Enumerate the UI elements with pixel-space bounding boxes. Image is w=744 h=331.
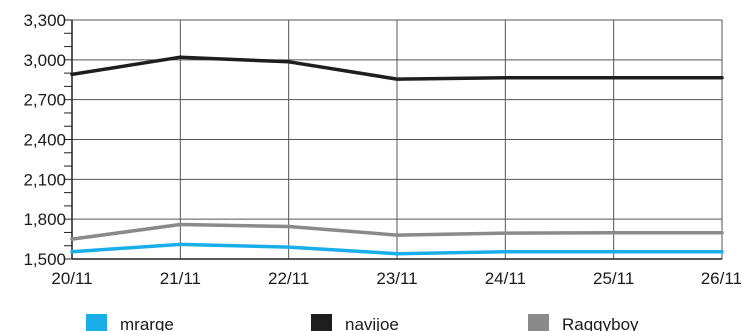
y-tick-label-0: 1,500 [23,250,66,269]
legend-swatch-mrarge [86,314,107,331]
x-tick-label-2: 22/11 [268,269,309,288]
legend-label-mrarge: mrarge [120,315,174,331]
series-line-raggyboy [70,222,724,241]
series-line-navijoe [70,55,724,81]
y-tick-label-2: 2,100 [23,170,66,189]
x-tick-label-5: 25/11 [593,269,634,288]
y-tick-label-5: 3,000 [23,51,66,70]
x-tick-label-6: 26/11 [701,269,742,288]
x-axis-ticks: 20/11 21/11 22/11 23/11 24/11 25/11 26/11 [51,269,742,288]
y-tick-label-4: 2,700 [23,91,66,110]
x-tick-label-1: 21/11 [160,269,201,288]
legend-swatch-navijoe [311,314,332,331]
x-tick-label-3: 23/11 [376,269,417,288]
series-line-mrarge [70,242,724,256]
legend-swatch-raggyboy [528,314,549,331]
y-tick-label-3: 2,400 [23,131,66,150]
grid [71,19,723,260]
y-tick-label-1: 1,800 [23,210,66,229]
y-axis-ticks: 1,500 1,800 2,100 2,400 2,700 3,000 3,300 [23,11,72,269]
x-tick-label-4: 24/11 [485,269,526,288]
legend-label-navijoe: navijoe [345,315,399,331]
x-tick-label-0: 20/11 [51,269,92,288]
legend-label-raggyboy: Raggyboy [562,315,639,331]
y-tick-label-6: 3,300 [23,11,66,30]
series-lines [70,55,724,256]
legend: mrarge navijoe Raggyboy [86,314,639,331]
